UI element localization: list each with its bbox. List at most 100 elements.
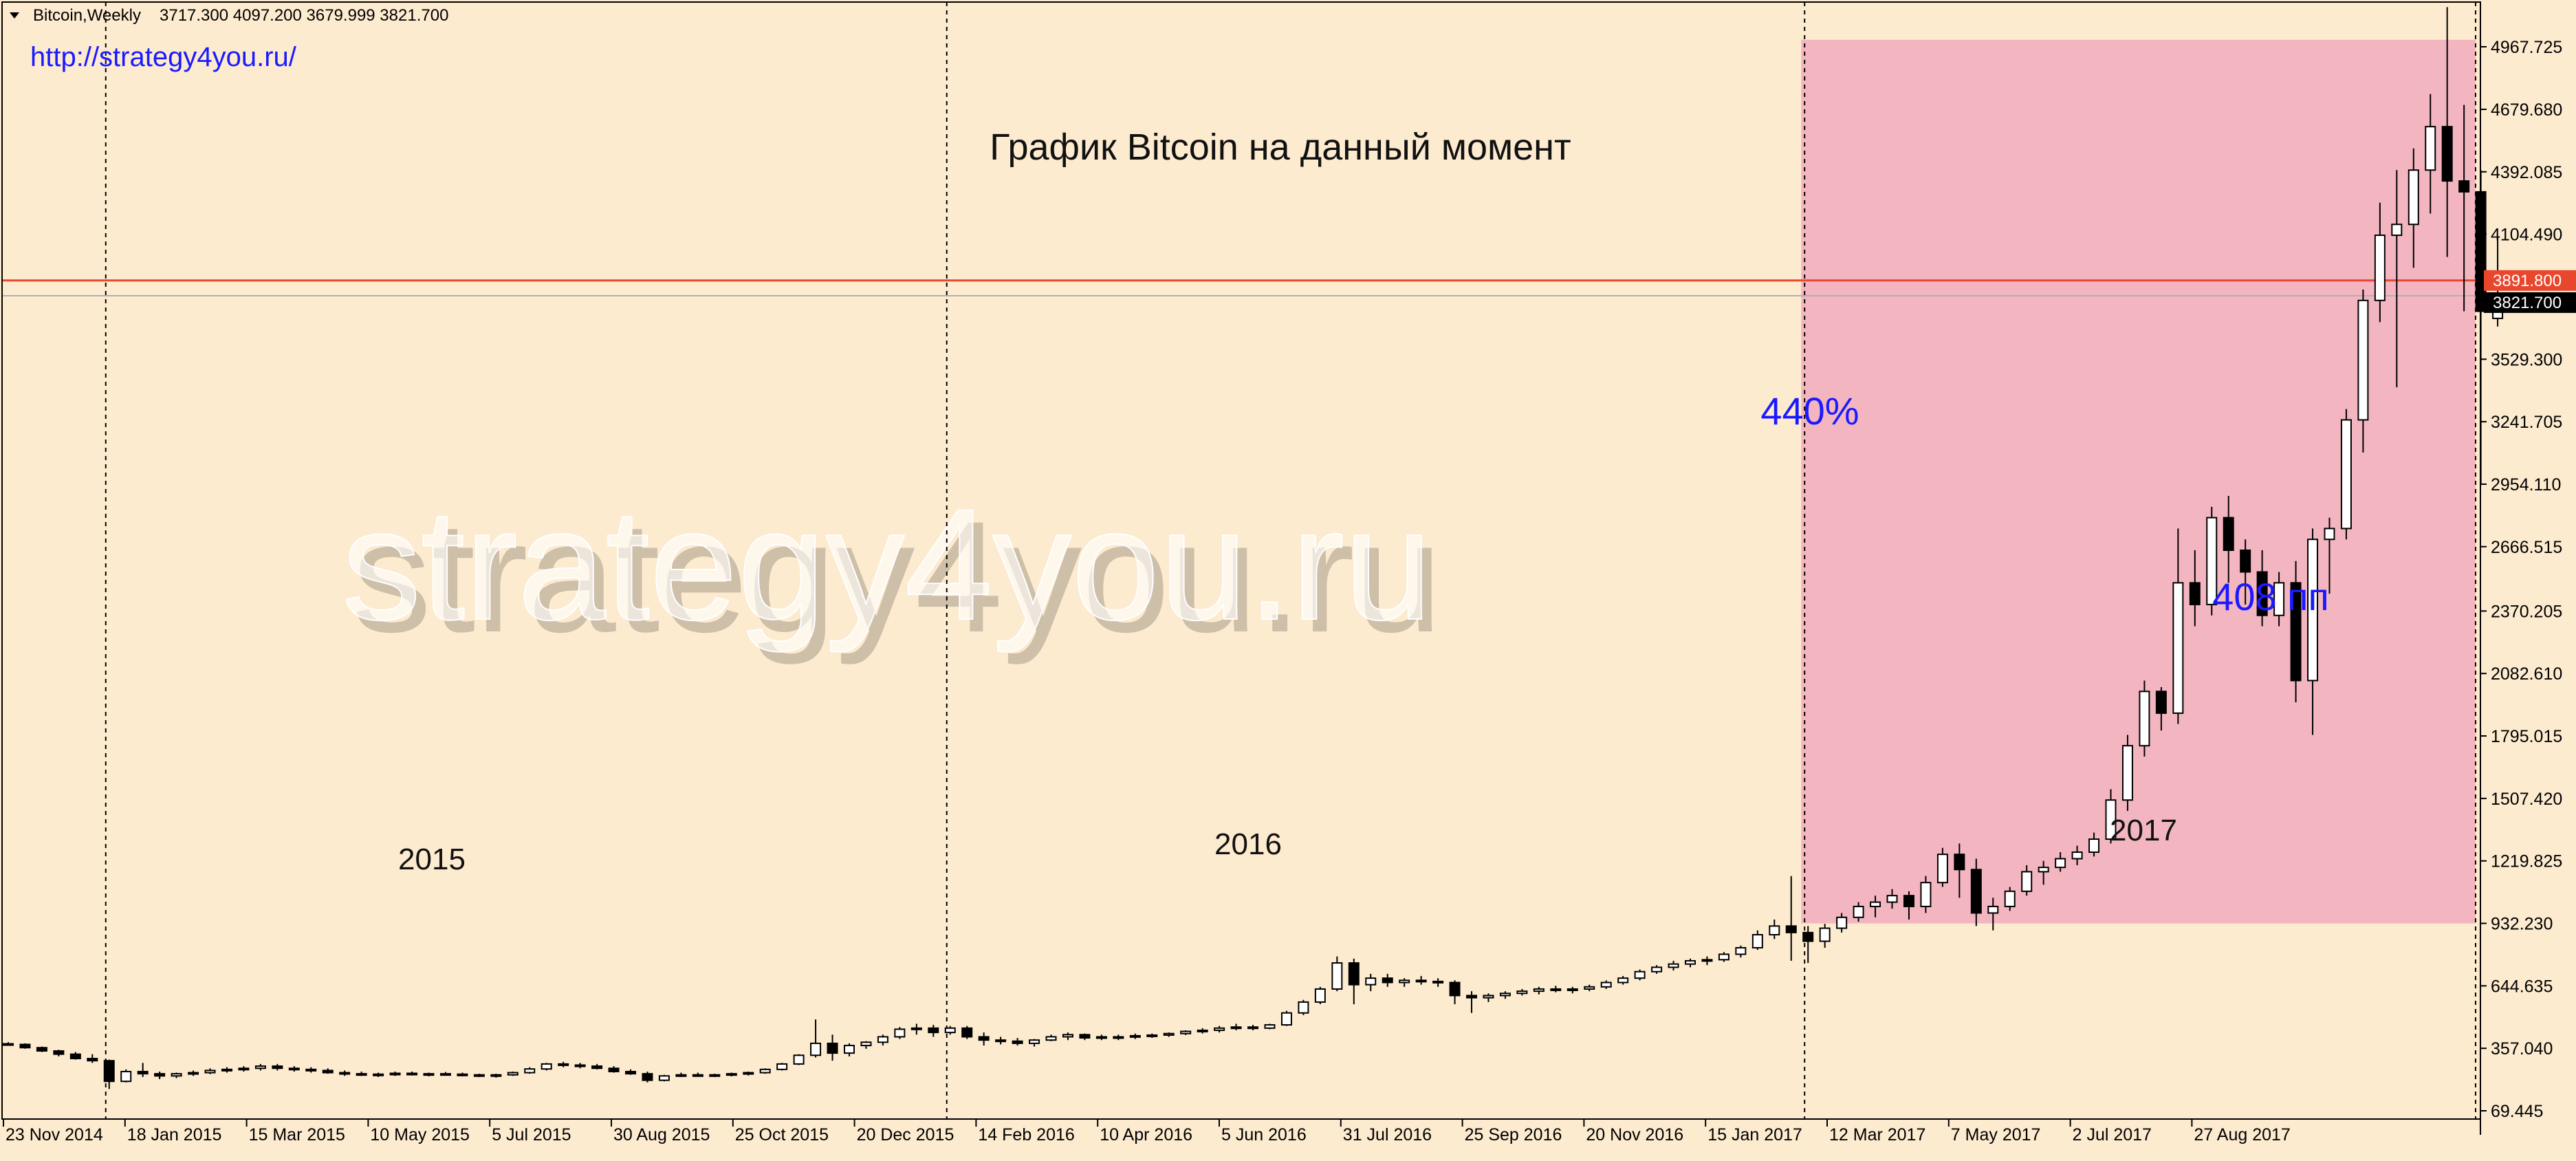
candle (978, 1032, 990, 1046)
candle (356, 1071, 367, 1076)
price-axis: 4967.725 4679.680 4392.085 4104.490 3529.300… (2480, 38, 2562, 1121)
year-2016-label: 2016 (1214, 827, 1282, 861)
candle (1903, 891, 1914, 920)
candle (1331, 956, 1343, 992)
candle (1113, 1034, 1124, 1041)
candle (1886, 889, 1898, 909)
y-tick-label: 4104.490 (2491, 226, 2562, 245)
candle (1516, 988, 1528, 996)
chart-title: График Bitcoin на данный момент (990, 127, 1571, 168)
candle (3, 1042, 14, 1046)
candle (1214, 1026, 1225, 1033)
candle (692, 1072, 703, 1077)
candle (1146, 1033, 1158, 1039)
candle (1499, 991, 1511, 999)
candle (322, 1068, 334, 1074)
x-tick-label: 18 Jan 2015 (127, 1125, 222, 1144)
y-tick-label: 1795.015 (2491, 727, 2562, 746)
candle (608, 1066, 620, 1073)
candle (254, 1063, 266, 1071)
candle (389, 1071, 401, 1076)
candle (473, 1074, 485, 1077)
y-tick-label: 644.635 (2491, 977, 2553, 996)
candle (238, 1066, 250, 1072)
points-annotation: 408 пп (2212, 575, 2329, 618)
candle (1802, 926, 1814, 964)
candle (810, 1019, 822, 1058)
candle (642, 1071, 653, 1083)
candle (591, 1063, 603, 1070)
percent-annotation: 440% (1760, 389, 1859, 433)
candle (2055, 851, 2066, 872)
candle (1936, 847, 1948, 887)
symbol-label: Bitcoin,Weekly (33, 6, 141, 25)
time-axis: 23 Nov 2014 18 Jan 2015 15 Mar 2015 10 May … (3, 1119, 2291, 1144)
candle (204, 1068, 216, 1074)
candle (2071, 845, 2083, 865)
x-tick-label: 5 Jun 2016 (1221, 1125, 1307, 1144)
candle (1365, 973, 1377, 992)
candle (894, 1027, 906, 1039)
x-tick-label: 10 Apr 2016 (1100, 1125, 1192, 1144)
candle (1163, 1032, 1175, 1037)
candle (2374, 202, 2386, 323)
candle (1718, 952, 1729, 962)
candle (1987, 898, 1999, 931)
x-tick-label: 10 May 2015 (370, 1125, 470, 1144)
candle (725, 1072, 737, 1076)
y-tick-label: 4392.085 (2491, 163, 2562, 182)
candle (2155, 686, 2167, 731)
y-tick-label: 932.230 (2491, 915, 2553, 934)
candle (2408, 148, 2419, 268)
candle (524, 1067, 536, 1074)
y-tick-label: 3241.705 (2491, 413, 2562, 432)
candle (1651, 965, 1663, 974)
candle (19, 1043, 31, 1049)
highlight-zone (1801, 39, 2476, 924)
x-tick-label: 27 Aug 2017 (2194, 1125, 2290, 1144)
candle (1970, 858, 1982, 926)
y-tick-label: 1507.420 (2491, 790, 2562, 809)
x-tick-label: 20 Dec 2015 (857, 1125, 954, 1144)
current-price-tag-text: 3821.700 (2493, 294, 2562, 312)
candle (1870, 896, 1881, 918)
year-2015-label: 2015 (398, 843, 466, 876)
candle (1533, 986, 1544, 995)
candle (423, 1072, 435, 1076)
x-tick-label: 15 Mar 2015 (249, 1125, 345, 1144)
red-price-tag-text: 3891.800 (2493, 272, 2562, 290)
y-tick-label: 69.445 (2491, 1102, 2543, 1121)
y-tick-label: 2666.515 (2491, 538, 2562, 557)
candle (2139, 680, 2150, 757)
candle (1415, 976, 1427, 985)
candle (1600, 980, 1612, 989)
candle (541, 1063, 552, 1071)
candle (1045, 1034, 1057, 1041)
candle (944, 1026, 956, 1035)
x-tick-label: 7 May 2017 (1951, 1125, 2041, 1144)
candle (1280, 1010, 1292, 1026)
y-tick-label: 357.040 (2491, 1039, 2553, 1059)
candle (1920, 876, 1932, 913)
candle (928, 1025, 939, 1037)
candle (1954, 843, 1965, 898)
candle (2458, 105, 2470, 312)
candle (1095, 1034, 1107, 1041)
candle (2105, 789, 2117, 844)
x-tick-label: 14 Feb 2016 (978, 1125, 1074, 1144)
candle (2172, 528, 2184, 724)
candle (1836, 913, 1848, 933)
candle (1180, 1030, 1192, 1035)
candle (1668, 960, 1679, 971)
candle (1735, 945, 1747, 958)
candle (490, 1074, 502, 1078)
candle (1348, 958, 1360, 1005)
candle (1634, 969, 1646, 981)
url-link[interactable]: http://strategy4you.ru/ (30, 42, 297, 72)
ohlc-values: 3717.300 4097.200 3679.999 3821.700 (160, 6, 448, 25)
collapse-arrow-icon[interactable] (10, 12, 19, 19)
candle (1685, 958, 1696, 968)
y-tick-label: 2370.205 (2491, 602, 2562, 621)
candle (103, 1059, 115, 1089)
y-tick-label: 1219.825 (2491, 852, 2562, 871)
